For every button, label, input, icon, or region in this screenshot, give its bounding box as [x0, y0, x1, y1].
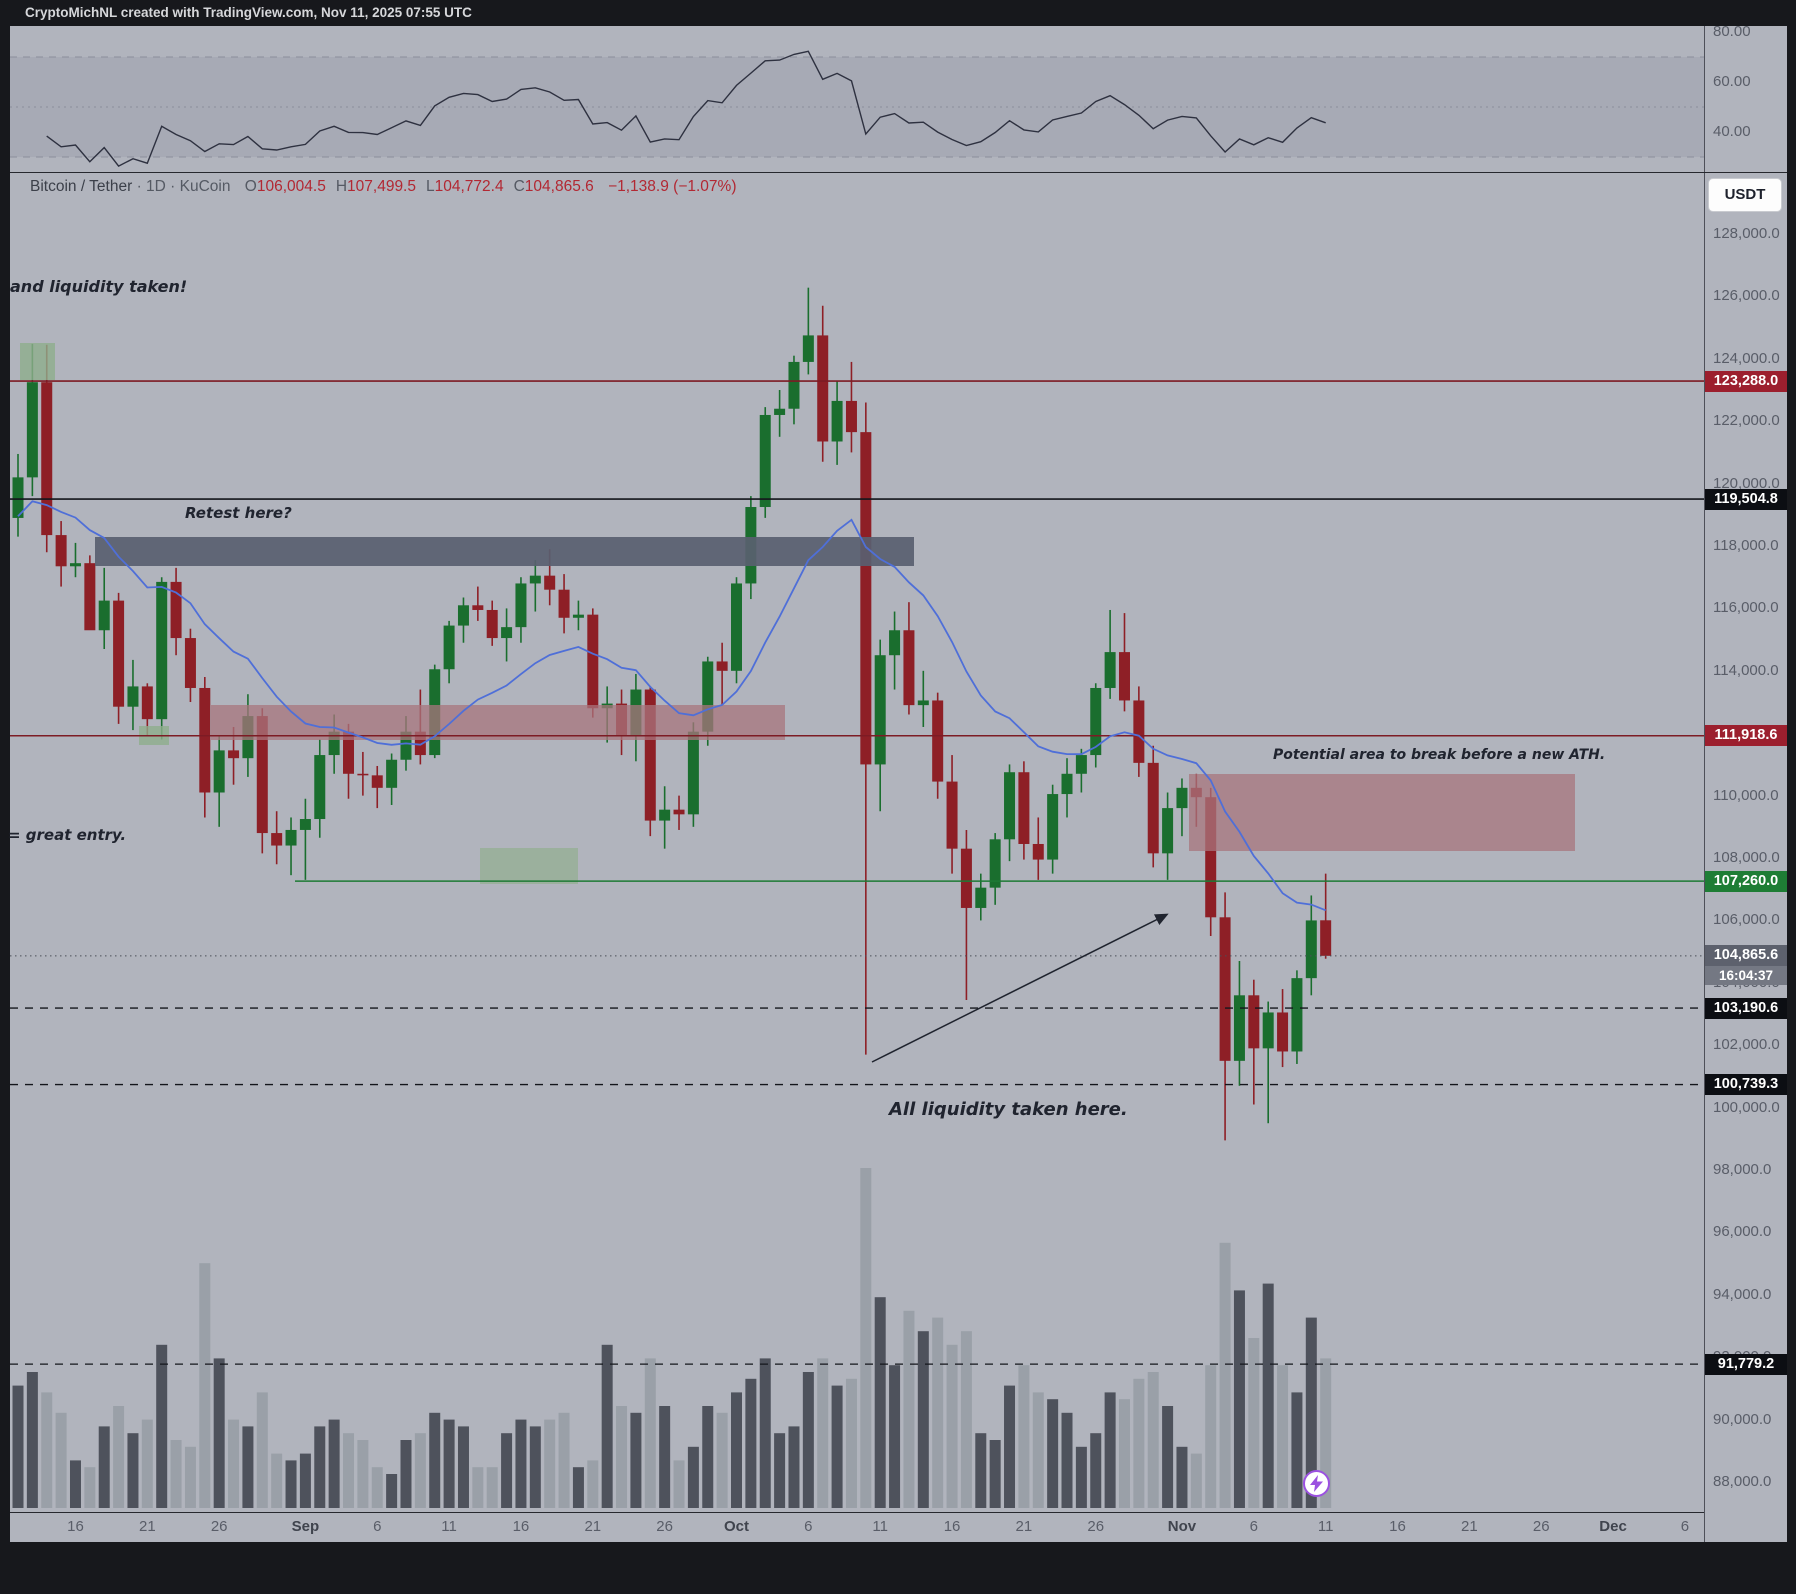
price-axis-tick: 120,000.0: [1713, 474, 1780, 492]
current-price-flag: 104,865.6: [1705, 945, 1787, 967]
moving-average-line: [17, 500, 1327, 912]
symbol-name[interactable]: Bitcoin / Tether: [30, 178, 133, 195]
level-100739-flag: 100,739.3: [1705, 1074, 1787, 1096]
time-axis-tick: 11: [1317, 1518, 1334, 1535]
rsi-axis-tick: 40.00: [1713, 123, 1751, 140]
entry-box-3: [480, 848, 578, 884]
price-axis-tick: 114,000.0: [1713, 661, 1779, 679]
price-axis-tick: 122,000.0: [1713, 412, 1780, 430]
chart-canvas[interactable]: [10, 26, 1704, 1512]
price-axis-tick: 110,000.0: [1713, 786, 1779, 804]
ohlc-c: C104,865.6: [513, 178, 594, 195]
pane-separator[interactable]: [10, 172, 1787, 173]
price-axis-tick: 118,000.0: [1713, 537, 1779, 554]
time-axis-panel[interactable]: [10, 1512, 1704, 1542]
level-123288-flag: 123,288.0: [1705, 370, 1787, 392]
price-axis-tick: 102,000.0: [1713, 1036, 1780, 1054]
price-axis-panel[interactable]: [1704, 26, 1787, 1542]
time-axis-tick: Nov: [1167, 1518, 1197, 1535]
annotation-all-liquidity-taken: All liquidity taken here.: [889, 1099, 1128, 1120]
price-axis-tick: 88,000.0: [1713, 1473, 1772, 1491]
volume-series: [12, 1168, 1332, 1508]
time-axis-tick: 6: [1680, 1518, 1690, 1535]
time-axis-tick: 26: [210, 1518, 228, 1535]
price-axis-tick: 90,000.0: [1713, 1410, 1772, 1428]
time-axis-tick: 6: [804, 1518, 813, 1535]
time-axis-tick: 11: [872, 1518, 888, 1535]
supply-box-2: [1189, 774, 1575, 851]
time-axis-tick: Sep: [291, 1518, 320, 1535]
rsi-axis-tick: 60.00: [1713, 73, 1751, 90]
time-axis-tick: 16: [943, 1518, 961, 1535]
chart-credit-header: CryptoMichNL created with TradingView.co…: [0, 0, 1796, 26]
annotation-liquidity-taken-top: and liquidity taken!: [10, 277, 188, 296]
currency-toggle-button[interactable]: USDT: [1708, 178, 1782, 212]
level-111918-flag: 111,918.6: [1705, 725, 1787, 747]
countdown-flag: 16:04:37: [1705, 966, 1787, 986]
time-axis-tick: Dec: [1599, 1518, 1627, 1535]
time-axis-tick: 21: [1461, 1518, 1478, 1535]
retest-zone-box: [95, 537, 914, 566]
flash-publish-button[interactable]: [1303, 1470, 1330, 1497]
interval-label[interactable]: 1D: [146, 178, 166, 195]
level-107260-flag: 107,260.0: [1705, 870, 1787, 892]
annotation-great-entry: = great entry.: [8, 826, 127, 844]
ohlc-l: L104,772.4: [426, 178, 504, 195]
time-axis-tick: 6: [373, 1518, 382, 1535]
time-axis-tick: 21: [1015, 1518, 1033, 1535]
rsi-axis-tick: 80.00: [1713, 23, 1751, 40]
lightning-icon: [1310, 1475, 1323, 1492]
price-axis-tick: 124,000.0: [1713, 349, 1780, 367]
supply-box-1: [211, 705, 785, 740]
rsi-pane: [10, 50, 1704, 167]
symbol-info-row[interactable]: Bitcoin / Tether · 1D · KuCoin O106,004.…: [30, 178, 736, 196]
level-103190-flag: 103,190.6: [1705, 997, 1787, 1019]
trend-arrow: [871, 913, 1169, 1063]
price-axis-tick: 106,000.0: [1713, 911, 1780, 929]
chart-plot-background: [10, 26, 1704, 1512]
time-axis-tick: 26: [1532, 1518, 1550, 1535]
time-axis-tick: 16: [1389, 1518, 1406, 1535]
annotation-retest-here: Retest here?: [185, 504, 292, 522]
exchange-label: KuCoin: [179, 178, 231, 195]
time-axis-tick: 26: [656, 1518, 673, 1535]
time-axis-tick: 26: [1087, 1518, 1105, 1535]
drawing-boxes: [20, 343, 1575, 884]
annotation-potential-area: Potential area to break before a new ATH…: [1273, 747, 1606, 763]
price-axis-tick: 128,000.0: [1713, 225, 1780, 242]
horizontal-level-lines: [10, 380, 1704, 1365]
time-axis-tick: 21: [138, 1518, 156, 1535]
price-axis-tick: 100,000.0: [1713, 1098, 1780, 1116]
footer-bar: TradingView: [0, 1542, 1796, 1594]
level-91779-flag: 91,779.2: [1705, 1353, 1787, 1375]
price-axis-tick: 126,000.0: [1713, 287, 1780, 305]
time-axis-tick: 6: [1249, 1518, 1258, 1535]
price-axis-tick: 108,000.0: [1713, 849, 1780, 867]
price-axis-tick: 98,000.0: [1713, 1161, 1772, 1179]
price-axis-tick: 94,000.0: [1713, 1285, 1772, 1303]
ohlc-o: O106,004.5: [244, 178, 326, 195]
separator-dot: ·: [170, 178, 180, 195]
level-119504-flag: 119,504.8: [1705, 488, 1787, 510]
time-axis-tick: 21: [584, 1518, 602, 1535]
change-value: −1,138.9 (−1.07%): [608, 178, 737, 195]
time-axis-tick: 11: [441, 1518, 457, 1535]
separator-dot: ·: [136, 178, 147, 195]
ohlc-values: O106,004.5 H107,499.5 L104,772.4 C104,865.6: [235, 178, 594, 195]
price-axis-tick: 116,000.0: [1713, 599, 1779, 617]
time-axis-tick: Oct: [723, 1518, 750, 1535]
time-axis-tick: 16: [67, 1518, 84, 1535]
ohlc-h: H107,499.5: [335, 178, 416, 195]
entry-box-1: [20, 343, 55, 380]
price-axis-tick: 96,000.0: [1713, 1223, 1772, 1241]
time-axis-tick: 16: [512, 1518, 530, 1535]
